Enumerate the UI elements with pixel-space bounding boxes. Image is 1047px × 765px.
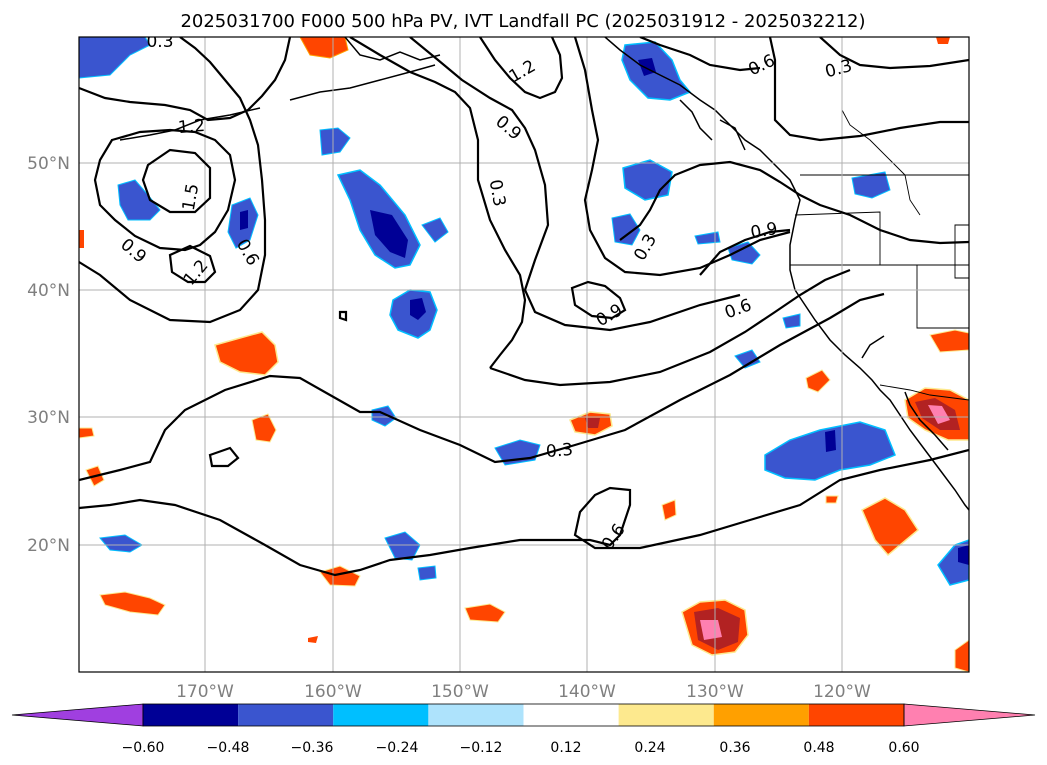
contour-label: 0.3 [146,32,173,52]
lon-label: 130°W [686,682,744,702]
colorbar-cell [428,704,524,726]
gridlines [79,37,969,672]
lon-label: 170°W [176,682,234,702]
lat-label: 20°N [27,536,70,556]
contour-label: 1.5 [179,182,203,212]
map-frame [78,36,970,673]
colorbar-extend-max [903,703,1036,727]
colorbar-tick-label: −0.60 [122,740,165,756]
colorbar-cell [143,704,239,726]
colorbar-tick-label: 0.12 [550,740,581,756]
colorbar-tick-label: −0.24 [376,740,419,756]
colorbar: −0.60 −0.48 −0.36 −0.24 −0.12 0.12 0.24 … [11,703,1036,756]
lat-label: 30°N [27,408,70,428]
colorbar-cell [808,704,904,726]
lat-label: 40°N [27,281,70,301]
lon-label: 160°W [304,682,362,702]
colorbar-tick-label: −0.12 [460,740,503,756]
colorbar-cell [618,704,714,726]
colorbar-tick-label: −0.48 [207,740,250,756]
colorbar-tick-label: 0.36 [719,740,750,756]
colorbar-extend-min [11,703,144,727]
map-panel: 0.3 1.2 0.9 1.2 1.5 0.9 1.2 0.6 0.3 0.9 … [78,32,970,673]
latitude-labels: 50°N 40°N 30°N 20°N [27,154,70,556]
pv-filled-anomalies [79,37,969,672]
contour-label: 0.3 [485,178,509,208]
figure-title: 2025031700 F000 500 hPa PV, IVT Landfall… [180,11,865,32]
contour-label: 1.2 [177,116,206,138]
lon-label: 150°W [431,682,489,702]
colorbar-cell [333,704,429,726]
contour-label: 0.9 [749,219,779,243]
colorbar-tick-label: 0.48 [803,740,834,756]
colorbar-cells [11,703,1036,727]
contour-label: 0.3 [545,440,574,462]
longitude-labels: 170°W 160°W 150°W 140°W 130°W 120°W [176,682,871,702]
lon-label: 120°W [813,682,871,702]
coastlines [119,37,969,511]
colorbar-tick-label: 0.60 [888,740,919,756]
map-background [79,37,969,672]
colorbar-frame [142,703,905,727]
colorbar-tick-label: −0.36 [291,740,334,756]
lat-label: 50°N [27,154,70,174]
colorbar-cell [523,704,619,726]
ivt-contours [79,37,969,577]
colorbar-cell [713,704,809,726]
colorbar-tick-label: 0.24 [634,740,665,756]
political-borders [790,109,969,401]
lon-label: 140°W [558,682,616,702]
colorbar-cell [238,704,334,726]
colorbar-ticks: −0.60 −0.48 −0.36 −0.24 −0.12 0.12 0.24 … [122,740,920,756]
